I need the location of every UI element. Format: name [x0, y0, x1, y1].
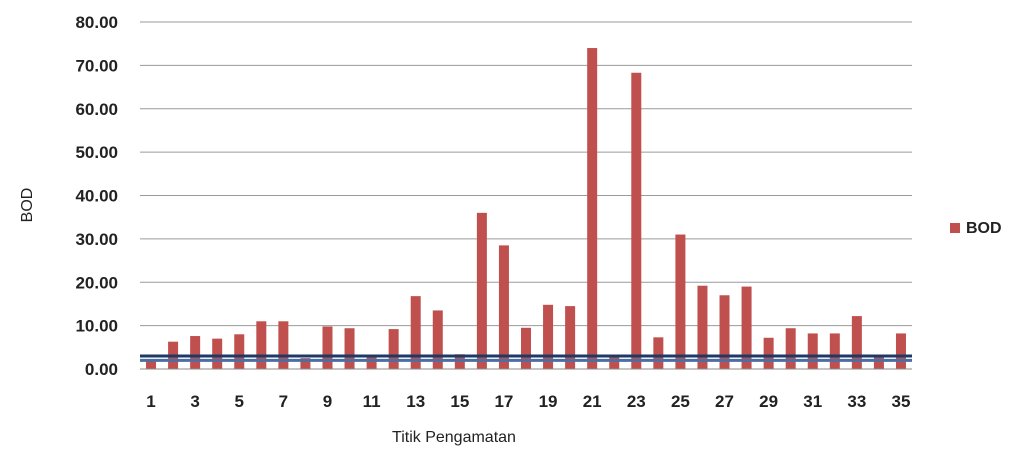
x-tick-label: 13	[406, 392, 425, 411]
legend-label-bod: BOD	[966, 220, 1002, 237]
bar-21	[587, 48, 598, 370]
bar-1	[146, 360, 157, 369]
bar-32	[829, 333, 840, 369]
x-tick-label: 23	[627, 392, 646, 411]
x-tick-label: 19	[539, 392, 558, 411]
reference-lines	[140, 354, 912, 362]
bar-9	[322, 326, 333, 369]
bar-25	[675, 234, 686, 369]
bar-26	[697, 285, 708, 369]
x-tick-label: 5	[235, 392, 244, 411]
y-tick-label: 10.00	[75, 317, 118, 336]
y-tick-label: 60.00	[75, 100, 118, 119]
bar-7	[278, 321, 289, 369]
bar-3	[190, 336, 201, 369]
x-tick-label: 15	[450, 392, 469, 411]
y-axis-label: BOD	[19, 188, 36, 223]
bar-19	[543, 304, 554, 369]
bar-12	[388, 329, 399, 369]
x-tick-label: 3	[190, 392, 199, 411]
y-tick-labels: 0.00 10.00 20.00 30.00 40.00 50.00 60.00 70.00 8…	[75, 13, 118, 379]
x-tick-labels: 1 3 5 7 9 11 13 15 17 19 21 23 25 27 29 31 33 35	[146, 392, 910, 411]
bar-4	[212, 338, 223, 369]
x-tick-label: 17	[494, 392, 513, 411]
y-tick-label: 70.00	[75, 56, 118, 75]
x-tick-label: 35	[892, 392, 911, 411]
bar-24	[653, 337, 664, 369]
bar-34	[873, 355, 884, 369]
bar-16	[476, 212, 487, 369]
x-tick-label: 29	[759, 392, 778, 411]
legend: BOD	[950, 220, 1002, 237]
x-axis-label: Titik Pengamatan	[392, 429, 516, 446]
y-tick-label: 0.00	[85, 360, 118, 379]
bar-10	[344, 328, 355, 369]
x-tick-label: 33	[847, 392, 866, 411]
bar-11	[366, 355, 377, 369]
bar-18	[521, 327, 531, 369]
x-tick-label: 25	[671, 392, 690, 411]
bar-27	[719, 295, 730, 369]
bar-31	[807, 333, 818, 369]
bar-28	[741, 286, 752, 369]
bar-17	[498, 245, 509, 369]
y-tick-label: 80.00	[75, 13, 118, 32]
bar-20	[565, 306, 576, 369]
x-tick-label: 11	[363, 392, 381, 411]
y-tick-label: 50.00	[75, 143, 118, 162]
y-tick-label: 40.00	[75, 187, 118, 206]
bar-13	[410, 296, 421, 369]
legend-swatch-bod	[950, 223, 960, 233]
bar-6	[256, 321, 267, 369]
y-tick-label: 20.00	[75, 273, 118, 292]
bar-35	[895, 333, 906, 369]
x-tick-label: 31	[803, 392, 822, 411]
y-tick-label: 30.00	[75, 230, 118, 249]
bar-30	[785, 328, 796, 369]
bar-23	[631, 72, 642, 369]
bar-33	[851, 316, 862, 369]
bar-14	[432, 310, 443, 369]
bar-29	[763, 337, 774, 369]
gridlines	[140, 21, 912, 327]
bar-22	[609, 355, 620, 369]
x-tick-label: 1	[146, 392, 155, 411]
bars	[146, 48, 906, 370]
x-tick-label: 9	[323, 392, 332, 411]
x-tick-label: 7	[279, 392, 288, 411]
bar-8	[300, 358, 311, 369]
x-tick-label: 27	[715, 392, 734, 411]
bar-5	[234, 334, 245, 369]
x-tick-label: 21	[583, 392, 602, 411]
